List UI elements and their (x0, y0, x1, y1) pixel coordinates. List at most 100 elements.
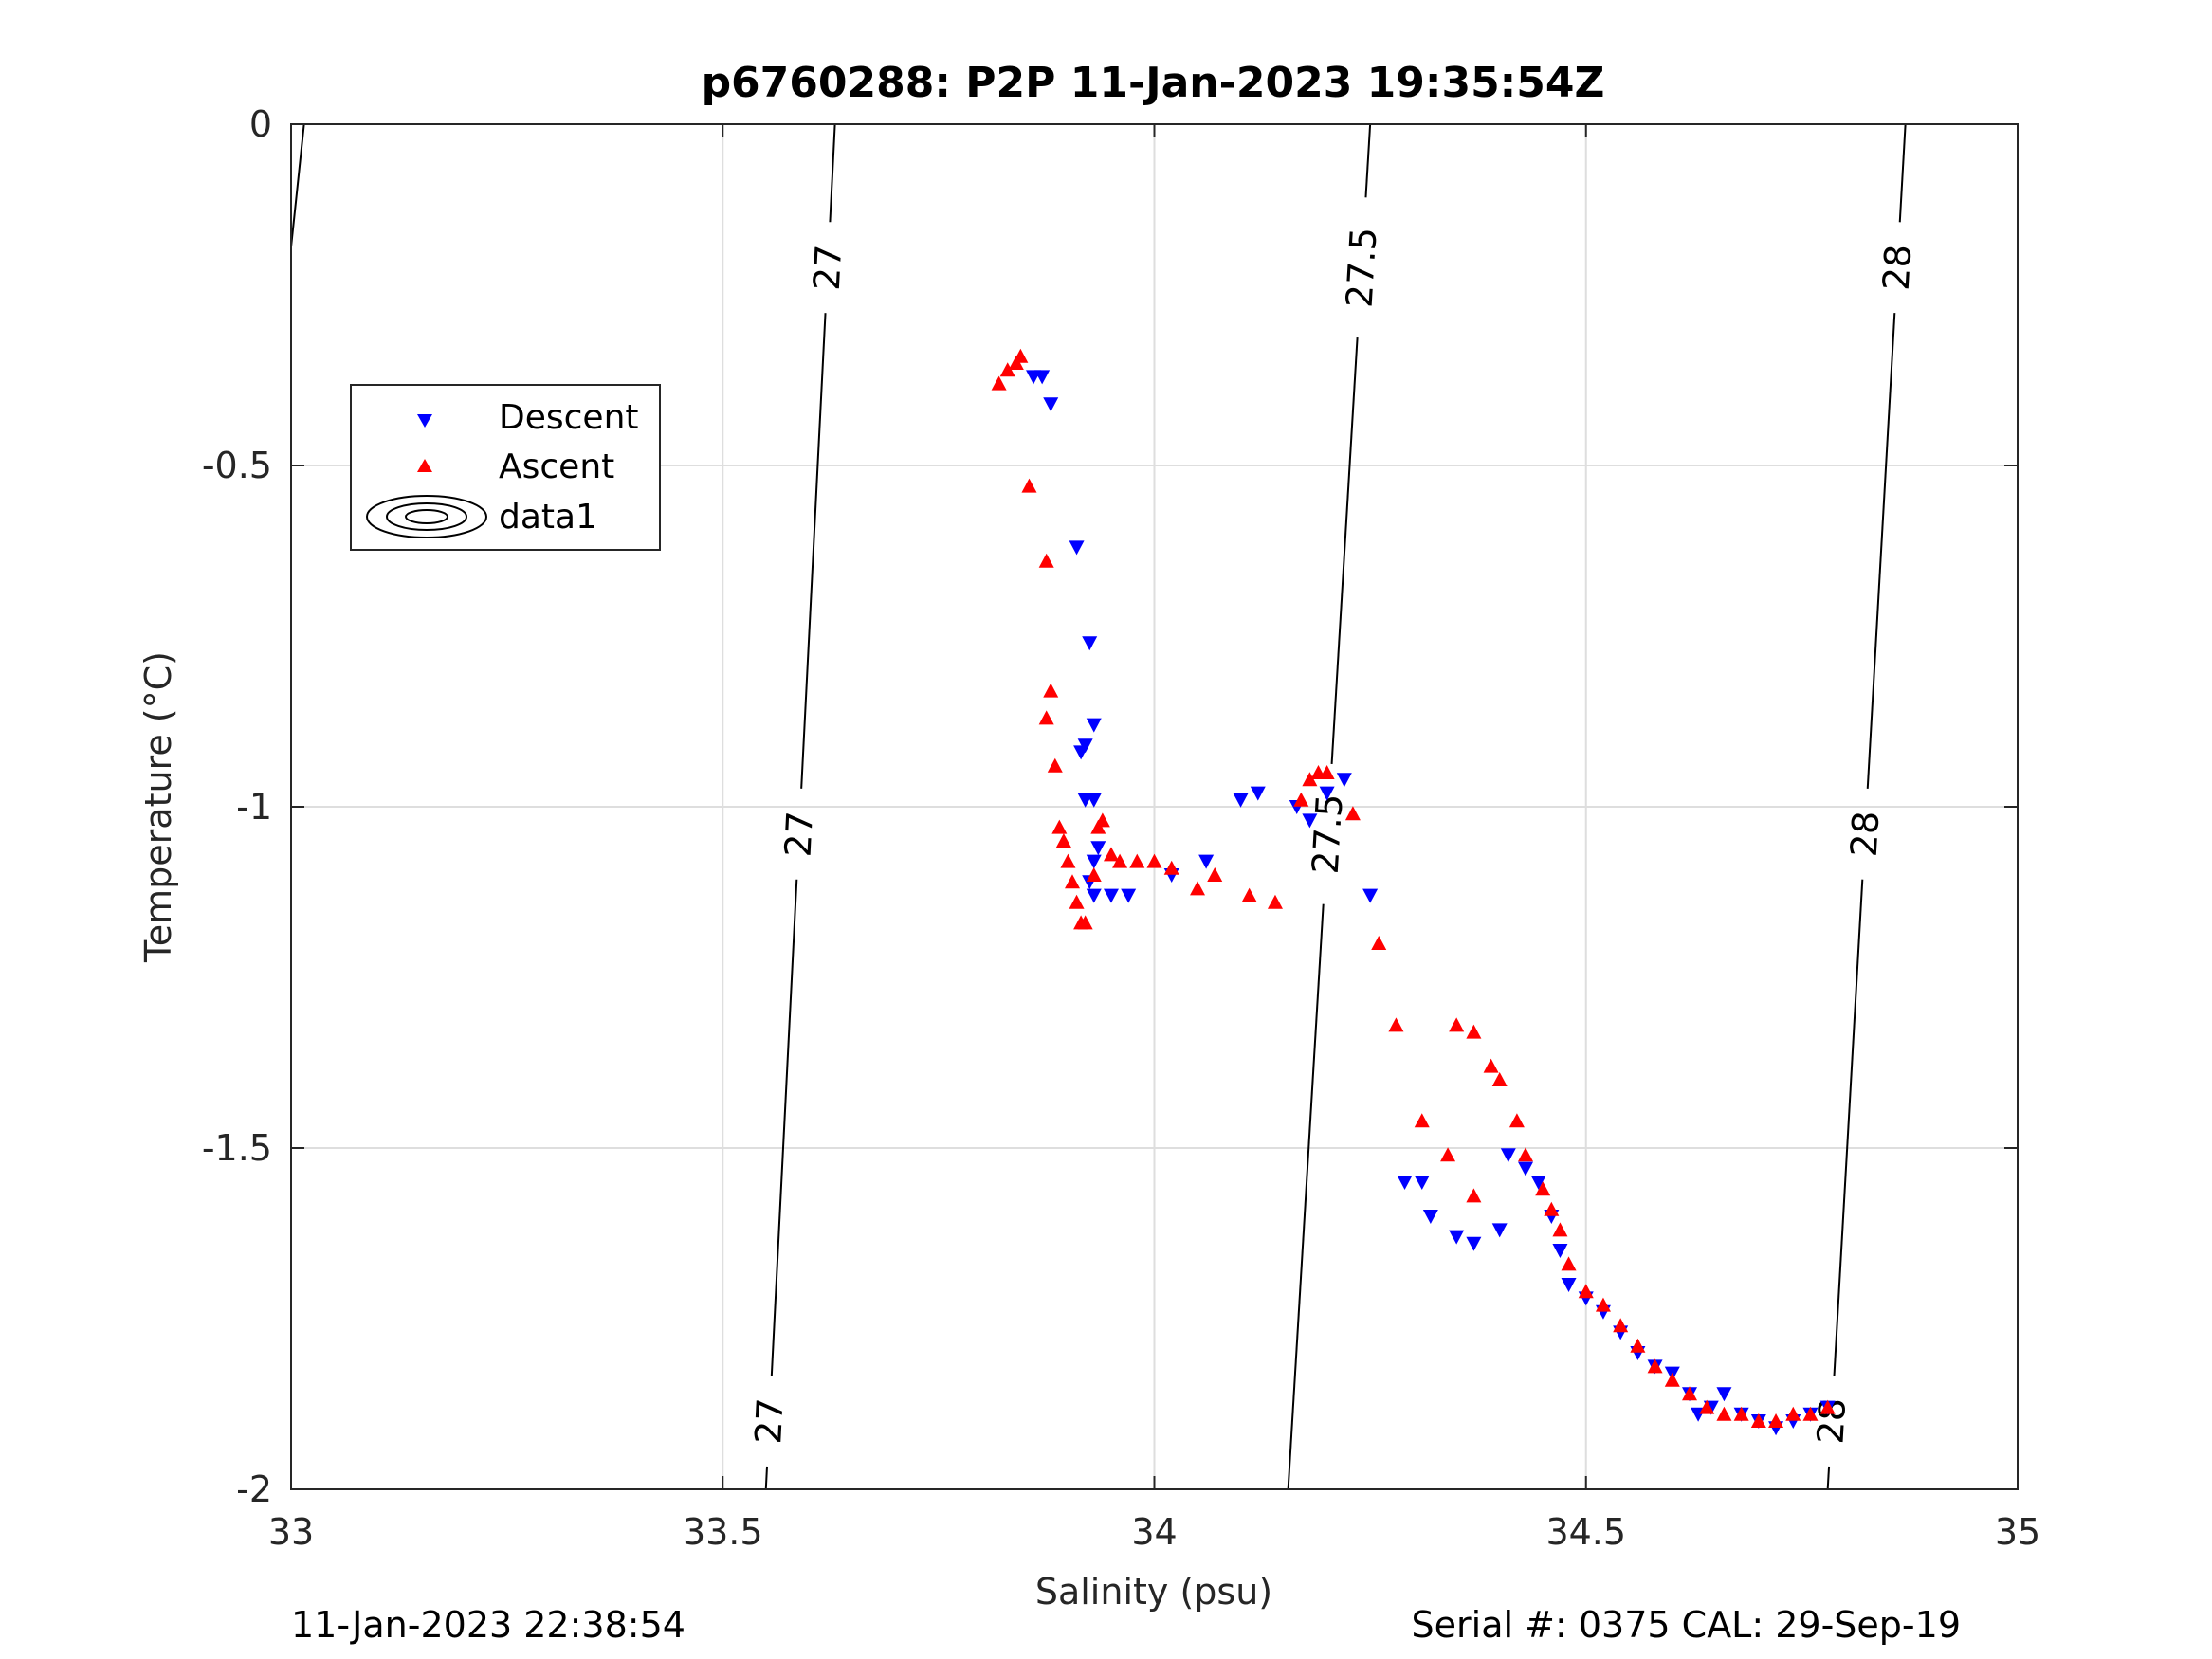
descent-point (1397, 1176, 1413, 1190)
ascent-point (1319, 765, 1335, 779)
ascent-point (1630, 1338, 1646, 1353)
descent-point (1466, 1236, 1482, 1251)
ascent-point (1664, 1372, 1680, 1387)
legend-box (350, 384, 661, 551)
contour-line-segment (764, 1466, 768, 1490)
ascent-point (1647, 1358, 1663, 1374)
ascent-point (1241, 887, 1257, 902)
contour-level-label: 28 (1843, 810, 1888, 858)
footer-serial-cal: Serial #: 0375 CAL: 29-Sep-19 (1412, 1604, 1961, 1646)
x-axis-label: Salinity (psu) (1035, 1571, 1272, 1613)
contour-level-label: 28 (1875, 244, 1920, 292)
ascent-point (1535, 1181, 1551, 1196)
ascent-point (1750, 1413, 1766, 1428)
legend-item-descent: Descent (417, 398, 639, 437)
contour-line-segment (1833, 879, 1864, 1376)
ascent-point (1163, 860, 1179, 875)
descent-point (1449, 1230, 1465, 1245)
ascent-point (1466, 1188, 1482, 1203)
ascent-point (1518, 1147, 1534, 1162)
legend: Descent Ascent data1 (350, 384, 661, 551)
descent-point (1121, 888, 1137, 903)
ascent-point (999, 362, 1015, 377)
descent-point (1086, 793, 1102, 808)
descent-point (1491, 1223, 1508, 1238)
y-tick-label: -0.5 (202, 445, 272, 486)
descent-point (1103, 888, 1119, 903)
descent-point (1073, 745, 1089, 760)
descent-point (1414, 1176, 1430, 1190)
ascent-point (1021, 478, 1037, 493)
ascent-point (1483, 1058, 1499, 1073)
ascent-point (1344, 806, 1361, 821)
ascent-point (1508, 1113, 1525, 1128)
ascent-point (1094, 812, 1110, 828)
ascent-point (1371, 936, 1387, 950)
descent-point (1362, 888, 1379, 903)
ascent-point (1051, 819, 1068, 834)
ascent-point (1293, 792, 1309, 807)
series-ascent (991, 348, 1836, 1428)
contour-line-segment (1364, 123, 1372, 198)
ascent-point (1038, 710, 1054, 725)
descent-point (1716, 1387, 1732, 1402)
ascent-point (1733, 1406, 1749, 1421)
x-tick-label: 33 (268, 1511, 314, 1553)
descent-point (1500, 1148, 1516, 1163)
descent-point (1302, 813, 1318, 829)
ascent-point (1047, 757, 1063, 773)
ascent-point (1013, 348, 1029, 363)
descent-point (1082, 636, 1098, 651)
grid-lines (291, 124, 2018, 1489)
contour-line-segment (770, 879, 798, 1376)
ascent-point (1146, 853, 1162, 868)
descent-point (1422, 1210, 1438, 1224)
descent-point (1090, 841, 1106, 856)
contour-line-segment (800, 313, 827, 789)
descent-point (1319, 786, 1335, 801)
ascent-point (1207, 867, 1223, 882)
contour-level-label: 27.5 (1305, 793, 1351, 875)
ascent-point (1103, 847, 1119, 862)
contour-line-segment (1866, 313, 1896, 789)
ascent-point (1190, 881, 1206, 896)
legend-ascent-label: Ascent (499, 447, 614, 486)
ascent-point (1613, 1318, 1629, 1333)
contour-line-segment (1826, 1466, 1831, 1490)
contour-line-segment (1287, 903, 1325, 1490)
ascent-point (1595, 1297, 1611, 1312)
chart-title: p6760288: P2P 11-Jan-2023 19:35:54Z (702, 59, 1605, 107)
ascent-point (1552, 1222, 1568, 1237)
descent-point (1198, 854, 1215, 869)
ascent-point (1561, 1256, 1577, 1271)
contour-level-label: 27 (806, 244, 850, 292)
ascent-point (1043, 683, 1059, 698)
ascent-point (1682, 1386, 1698, 1401)
ascent-point (991, 375, 1007, 391)
ascent-point (1578, 1284, 1594, 1299)
x-tick-label: 34.5 (1545, 1511, 1626, 1553)
y-axis-label: Temperature (°C) (137, 651, 179, 963)
legend-ascent-marker (417, 459, 432, 472)
legend-descent-label: Descent (499, 398, 639, 437)
descent-point (1086, 854, 1102, 869)
ascent-point (1077, 915, 1093, 930)
ascent-point (1466, 1024, 1482, 1039)
axes: 33 33.5 34 34.5 35 0 -0.5 -1 -1.5 -2 (202, 103, 2040, 1553)
legend-contour-icon (366, 495, 487, 538)
descent-point (1250, 786, 1266, 801)
legend-descent-marker (417, 414, 432, 428)
descent-point (1034, 370, 1051, 385)
ascent-point (1785, 1406, 1801, 1421)
descent-point (1069, 540, 1085, 556)
ascent-point (1065, 874, 1081, 889)
descent-point (1336, 773, 1352, 788)
ascent-point (1768, 1413, 1784, 1428)
contour-line-segment (290, 123, 305, 247)
footer-timestamp: 11-Jan-2023 22:38:54 (291, 1604, 686, 1646)
x-tick-label: 34 (1131, 1511, 1177, 1553)
legend-data1-label: data1 (499, 498, 597, 537)
